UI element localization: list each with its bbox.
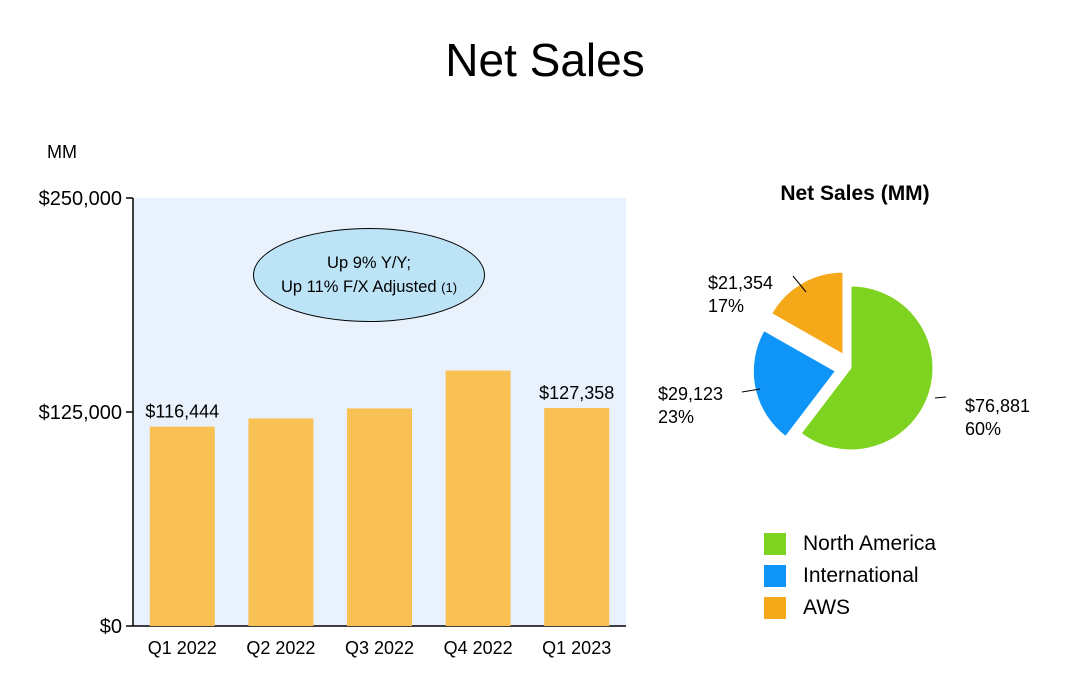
bar [445, 370, 511, 626]
legend-label-north-america: North America [803, 532, 937, 555]
callout-line2-text: Up 11% F/X Adjusted [280, 277, 437, 296]
bar [544, 407, 610, 626]
bar-data-label: $116,444 [145, 402, 219, 422]
bar-data-label: $127,358 [539, 383, 614, 403]
legend-swatch-aws [764, 597, 786, 619]
pie-percent-label: 60% [965, 419, 1001, 439]
bar [248, 418, 314, 626]
pie-value-label: $29,123 [658, 384, 723, 404]
legend-swatch-north-america [764, 533, 786, 555]
pie-slice-international [752, 329, 837, 438]
bar [347, 408, 412, 626]
legend-swatch-international [764, 565, 786, 587]
x-tick-label: Q1 2023 [542, 638, 611, 658]
y-tick-label: $0 [100, 616, 122, 638]
legend-label-aws: AWS [803, 596, 851, 619]
pie-leader-line [741, 388, 761, 393]
callout-footnote: (1) [441, 279, 458, 295]
y-tick-label: $250,000 [39, 188, 122, 210]
unit-label: MM [47, 142, 77, 162]
pie-percent-label: 17% [708, 296, 744, 316]
x-tick-label: Q4 2022 [444, 638, 513, 658]
legend-item-international: International [764, 560, 936, 592]
pie-title: Net Sales (MM) [780, 182, 930, 205]
pie-value-label: $76,881 [965, 396, 1030, 416]
x-tick-label: Q2 2022 [246, 638, 315, 658]
growth-callout: Up 9% Y/Y; Up 11% F/X Adjusted (1) [253, 228, 485, 322]
bar [149, 426, 215, 626]
page-title: Net Sales [445, 34, 645, 86]
legend-label-international: International [803, 564, 919, 587]
callout-line1: Up 9% Y/Y; [327, 253, 411, 272]
pie-legend: North America International AWS [764, 528, 936, 624]
pie-slice-aws [771, 271, 844, 356]
pie-percent-label: 23% [658, 407, 694, 427]
legend-item-aws: AWS [764, 592, 936, 624]
x-tick-label: Q1 2022 [148, 638, 217, 658]
legend-item-north-america: North America [764, 528, 936, 560]
pie-leader-line [792, 275, 807, 293]
callout-line2: Up 11% F/X Adjusted (1) [281, 275, 457, 300]
pie-slice-north-america [800, 285, 934, 451]
y-tick-label: $125,000 [39, 402, 122, 424]
x-tick-label: Q3 2022 [345, 638, 414, 658]
pie-value-label: $21,354 [708, 273, 773, 293]
pie-leader-line [934, 396, 947, 399]
